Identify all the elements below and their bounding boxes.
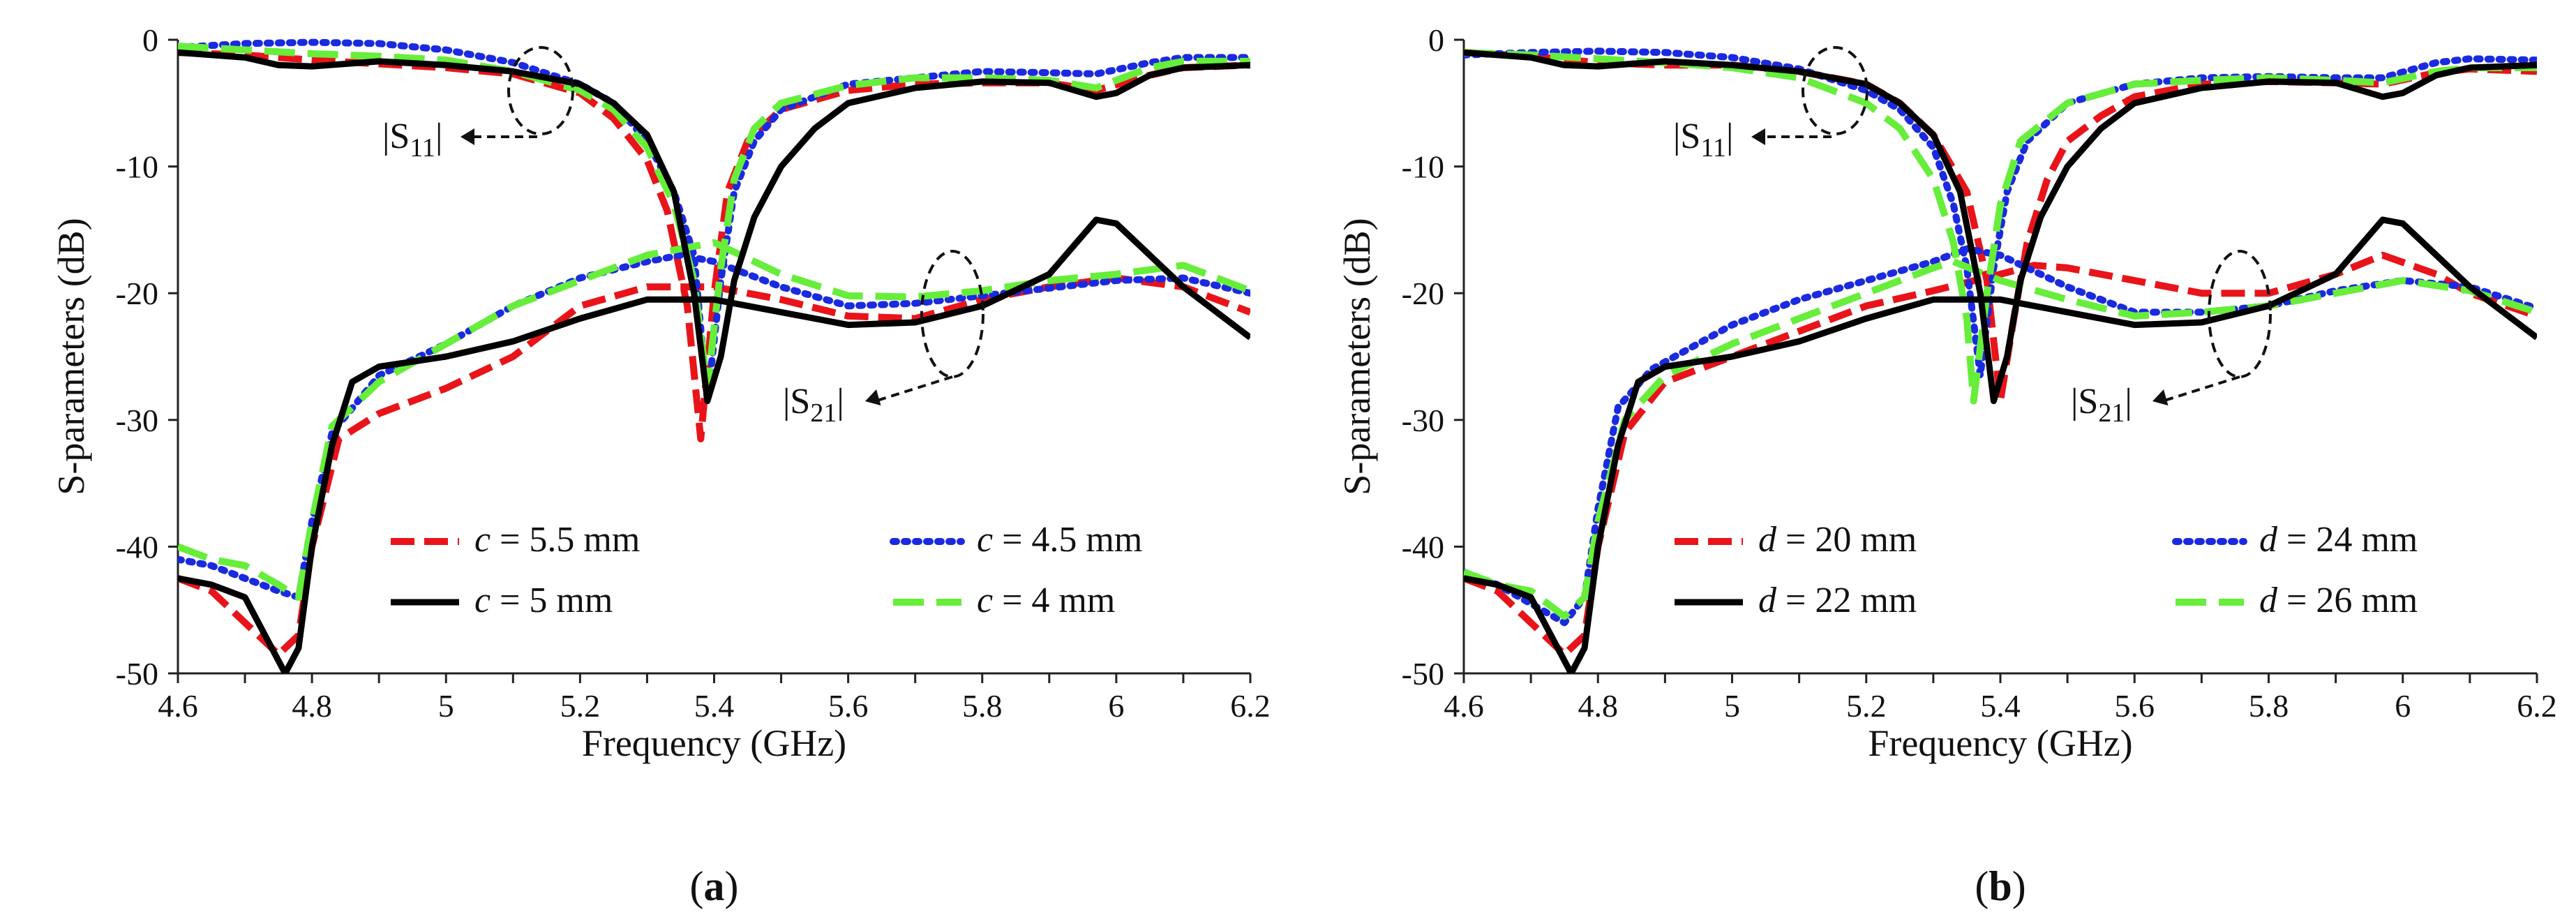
x-tick-label: 5.4 [1980, 688, 2021, 724]
x-axis-label: Frequency (GHz) [582, 722, 846, 764]
annotation-ellipse [1802, 46, 1869, 135]
x-tick-label: 5 [1724, 688, 1740, 724]
legend-label: d = 26 mm [2259, 581, 2418, 620]
legend-label: c = 5.5 mm [474, 520, 640, 560]
x-tick-label: 4.8 [1578, 688, 1619, 724]
y-tick-label: -20 [116, 276, 158, 311]
annotation-ellipse [507, 46, 574, 135]
y-tick-label: -10 [1402, 149, 1444, 185]
x-tick-label: 5.2 [560, 688, 601, 724]
legend-label: c = 4.5 mm [977, 520, 1142, 560]
annotation-arrowhead [2152, 389, 2169, 406]
x-tick-label: 5.8 [2249, 688, 2289, 724]
y-tick-label: -30 [1402, 403, 1444, 438]
legend-label: d = 22 mm [1758, 581, 1917, 620]
x-tick-label: 4.6 [1444, 688, 1484, 724]
annotation-arrowhead [460, 128, 474, 145]
y-tick-label: -40 [1402, 529, 1444, 565]
y-tick-label: -50 [116, 656, 158, 692]
series-line-s11 [178, 49, 1250, 405]
annotation-arrowhead [1751, 128, 1765, 145]
x-tick-label: 5.8 [962, 688, 1003, 724]
series-line-s21 [1464, 216, 2537, 673]
x-tick-label: 5.2 [1846, 688, 1887, 724]
annotation-label: |S11| [382, 117, 442, 163]
legend-label: c = 5 mm [474, 581, 613, 620]
y-tick-label: 0 [1428, 22, 1444, 58]
x-tick-label: 5 [438, 688, 454, 724]
y-tick-label: -10 [116, 149, 158, 185]
x-tick-label: 6.2 [2517, 688, 2557, 724]
series-line-s11 [1464, 49, 2537, 405]
y-tick-label: -50 [1402, 656, 1444, 692]
annotation-label: |S11| [1673, 117, 1733, 163]
chart-panel-b: 0 -10 -20 -30 -40 -504.6 4.8 5 5.2 5.4 5.6 5.8 6 6.2 F… [1336, 22, 2557, 909]
x-tick-label: 4.6 [158, 688, 198, 724]
series-line-s11 [178, 43, 1250, 392]
panel-label: (b) [1975, 863, 2025, 909]
x-tick-label: 5.6 [828, 688, 869, 724]
y-tick-label: 0 [142, 22, 158, 58]
legend-label: d = 24 mm [2259, 520, 2418, 560]
series-line-s21 [178, 216, 1250, 673]
annotation-label: |S21| [783, 382, 844, 428]
x-axis-label: Frequency (GHz) [1868, 722, 2132, 764]
annotation-ellipse [920, 250, 984, 378]
y-tick-label: -40 [116, 529, 158, 565]
annotation-ellipse [2208, 250, 2272, 378]
panel-label: (a) [690, 863, 739, 909]
x-tick-label: 4.8 [292, 688, 332, 724]
x-tick-label: 6 [2395, 688, 2411, 724]
y-axis-label: S-parameters (dB) [1336, 218, 1378, 495]
series-line-s21 [1464, 251, 2537, 658]
series-line-s21 [178, 239, 1250, 601]
series-line-s11 [1464, 49, 2537, 405]
x-tick-label: 6.2 [1230, 688, 1271, 724]
x-tick-label: 5.4 [694, 688, 735, 724]
x-tick-label: 6 [1108, 688, 1124, 724]
annotation-arrowhead [865, 389, 881, 406]
y-tick-label: -30 [116, 403, 158, 438]
annotation-label: |S21| [2071, 382, 2132, 428]
y-tick-label: -20 [1402, 276, 1444, 311]
legend-label: c = 4 mm [977, 581, 1115, 620]
chart-panel-a: 0 -10 -20 -30 -40 -504.6 4.8 5 5.2 5.4 5.6 5.8 6 6.2 F… [50, 22, 1271, 909]
x-tick-label: 5.6 [2115, 688, 2155, 724]
legend-label: d = 20 mm [1758, 520, 1917, 560]
y-axis-label: S-parameters (dB) [50, 218, 92, 495]
series-line-s21 [1464, 257, 2537, 620]
